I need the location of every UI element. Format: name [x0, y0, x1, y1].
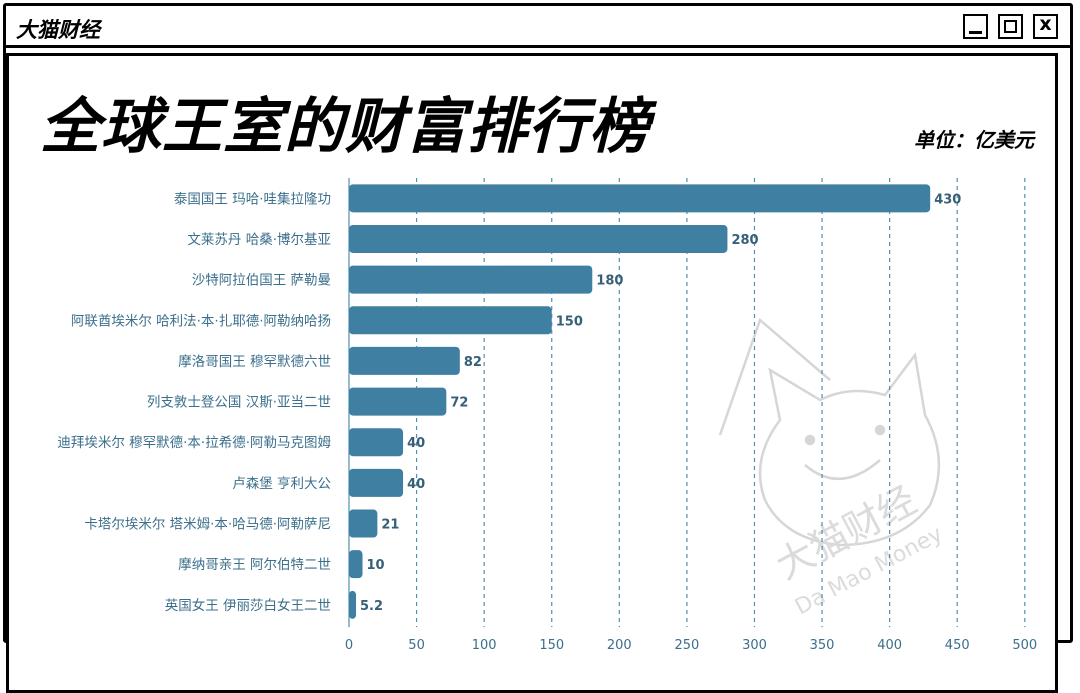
bar: [349, 428, 404, 457]
value-label: 430: [934, 192, 961, 207]
category-label: 泰国国王 玛哈·哇集拉隆功: [174, 191, 331, 207]
value-label: 40: [407, 436, 425, 451]
bar-chart: 0 50 100 150 200 250 300 350 400 450 500 泰国国王 玛哈·哇集…: [57, 178, 1037, 649]
category-label: 卢森堡 亨利大公: [232, 475, 331, 492]
value-label: 72: [450, 396, 468, 411]
category-label: 英国女王 伊丽莎白女王二世: [165, 597, 331, 614]
category-label: 摩纳哥亲王 阿尔伯特二世: [178, 556, 331, 573]
x-tick-label: 100: [472, 638, 497, 649]
value-label: 21: [381, 518, 399, 533]
minimize-button[interactable]: [963, 14, 988, 39]
category-label: 摩洛哥国王 穆罕默德六世: [178, 353, 331, 370]
value-label: 150: [556, 314, 583, 329]
bar: [349, 306, 552, 335]
category-label: 文莱苏丹 哈桑·博尔基亚: [187, 231, 331, 248]
x-tick-label: 500: [1012, 638, 1037, 649]
maximize-button[interactable]: [998, 14, 1023, 39]
title-bar: 大猫财经 x: [6, 6, 1070, 48]
category-label: 卡塔尔埃米尔 塔米姆·本·哈马德·阿勒萨尼: [84, 517, 331, 533]
page-title: 全球王室的财富排行榜: [40, 92, 650, 162]
x-tick-label: 150: [539, 638, 564, 649]
close-icon: x: [1039, 13, 1052, 35]
bar: [349, 590, 357, 619]
bar: [349, 184, 931, 213]
category-label: 列支敦士登公国 汉斯·亚当二世: [147, 395, 331, 411]
bar: [349, 550, 363, 579]
brand-name: 大猫财经: [16, 18, 100, 42]
unit-label: 单位：亿美元: [914, 128, 1034, 152]
category-label: 阿联酋埃米尔 哈利法·本·扎耶德·阿勒纳哈扬: [71, 312, 331, 329]
x-tick-label: 400: [877, 638, 902, 649]
x-tick-label: 200: [607, 638, 632, 649]
x-tick-label: 300: [742, 638, 767, 649]
x-tick-label: 50: [408, 638, 425, 649]
x-tick-label: 350: [810, 638, 835, 649]
bar: [349, 468, 404, 497]
category-label: 沙特阿拉伯国王 萨勒曼: [192, 273, 331, 289]
value-label: 10: [367, 558, 385, 573]
value-label: 280: [731, 233, 758, 248]
bar: [349, 387, 447, 416]
watermark-logo: 大猫财经 Da Mao Money: [718, 317, 947, 620]
x-tick-label: 0: [345, 638, 353, 649]
bar: [349, 509, 378, 538]
close-button[interactable]: x: [1033, 13, 1058, 39]
content-panel: [6, 53, 1058, 693]
value-label: 82: [464, 355, 482, 370]
category-label: 迪拜埃米尔 穆罕默德·本·拉希德·阿勒马克图姆: [57, 435, 331, 451]
value-label: 180: [596, 274, 623, 289]
value-label: 40: [407, 477, 425, 492]
bar: [349, 224, 728, 253]
bar: [349, 346, 460, 375]
bar: [349, 265, 593, 294]
x-tick-label: 450: [945, 638, 970, 649]
value-label: 5.2: [360, 599, 383, 614]
x-tick-label: 250: [674, 638, 699, 649]
